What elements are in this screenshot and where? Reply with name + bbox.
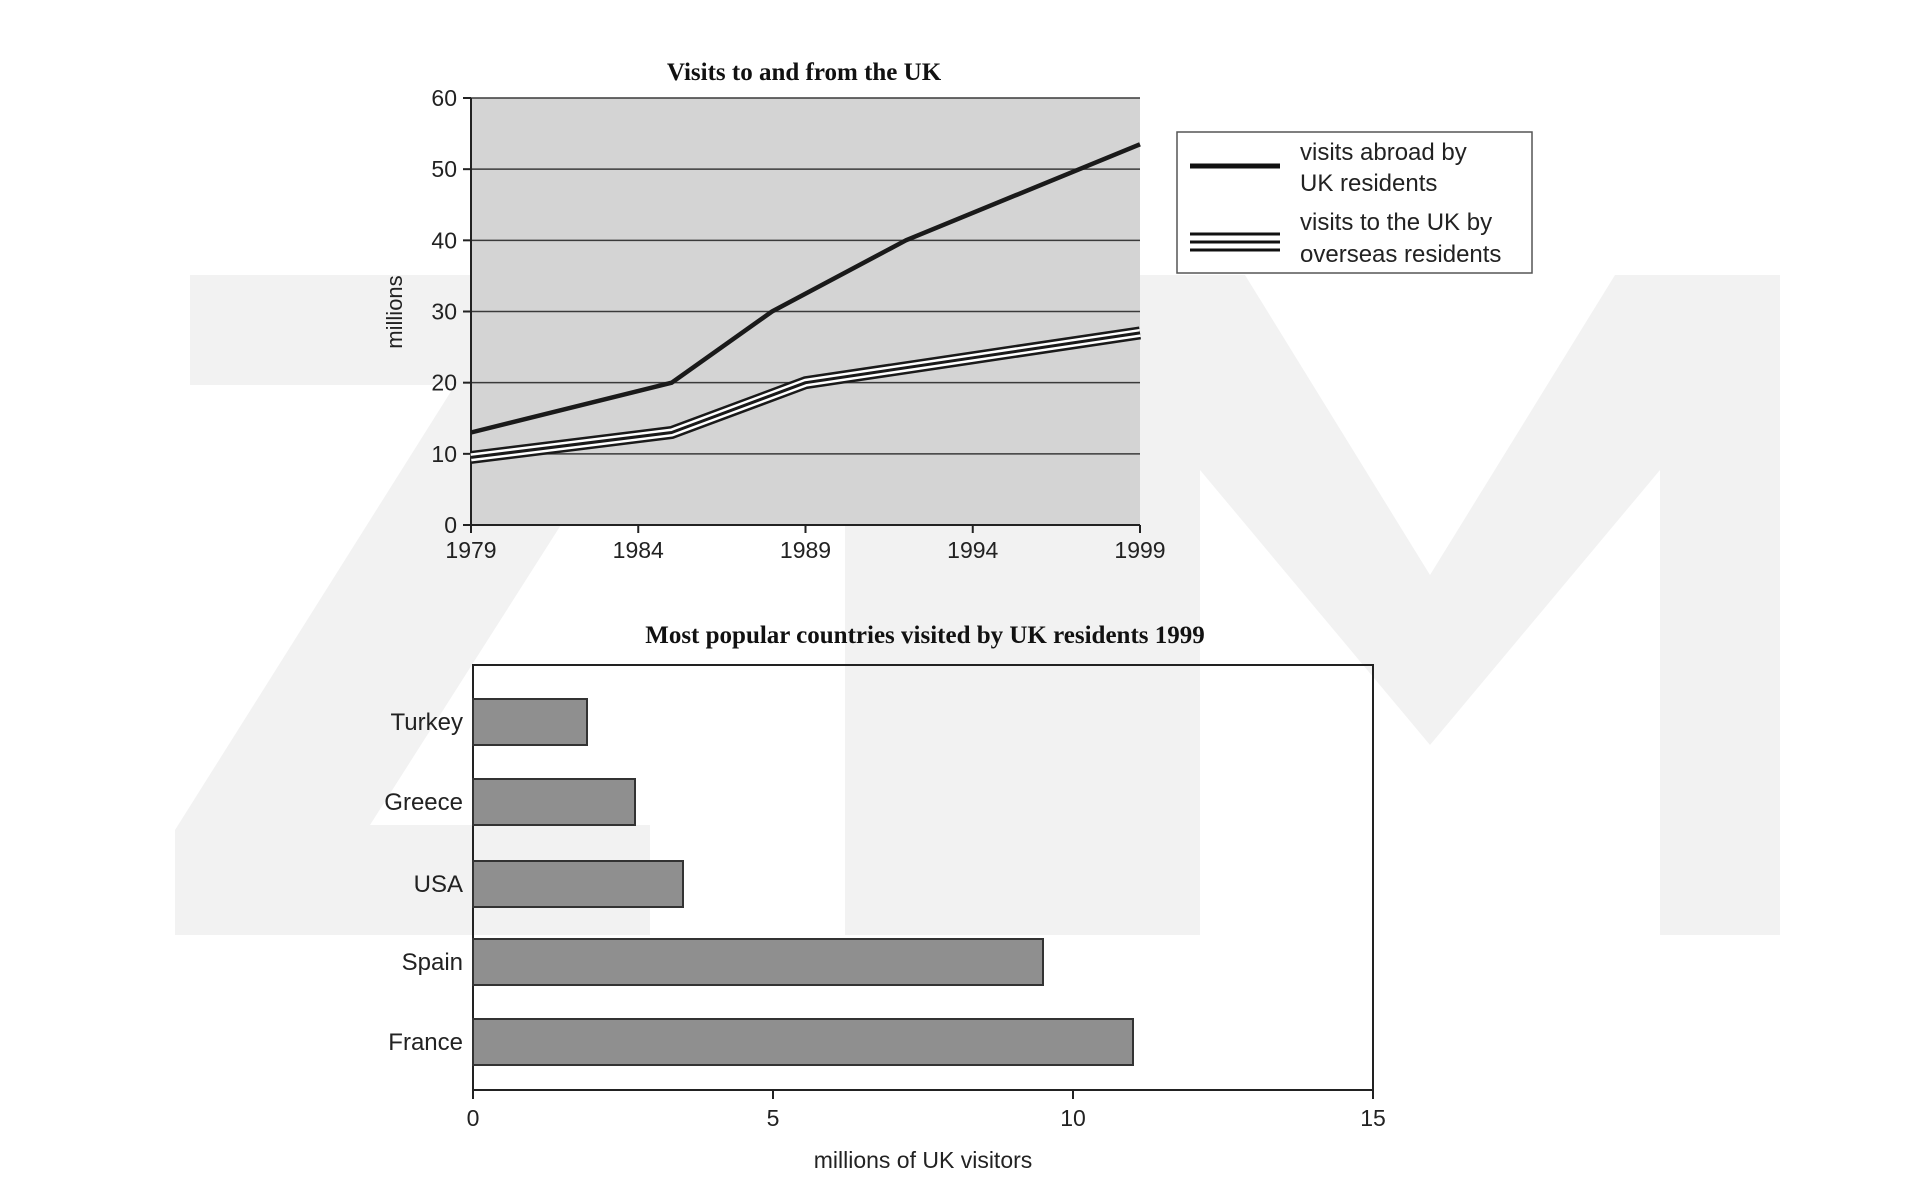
x-tick-label-1984: 1984 [613, 537, 664, 563]
category-label-france: France [388, 1029, 463, 1056]
y-tick-label-60: 60 [431, 85, 457, 111]
series-visits-abroad-line [470, 142, 1141, 435]
bar-turkey [472, 698, 588, 746]
legend-swatch-triple-line [1190, 232, 1280, 252]
y-tick-label-0: 0 [444, 512, 457, 538]
y-tick-label-40: 40 [431, 227, 457, 253]
line-y-axis-label: millions [382, 275, 407, 348]
category-label-greece: Greece [384, 789, 463, 816]
bar-chart-title: Most popular countries visited by UK res… [645, 622, 1205, 649]
y-tick-label-20: 20 [431, 370, 457, 396]
line-series-group [470, 142, 1141, 464]
line-chart-title: Visits to and from the UK [667, 59, 942, 86]
bar-x-tick-label-5: 5 [767, 1105, 780, 1131]
x-tick-label-1979: 1979 [445, 537, 496, 563]
bar-spain [472, 938, 1044, 986]
x-tick-label-1994: 1994 [947, 537, 998, 563]
bar-greece [472, 778, 636, 826]
watermark-letter-m [1080, 275, 1780, 935]
line-legend: visits abroad by UK residents visits to … [1176, 131, 1533, 274]
category-label-usa: USA [414, 871, 463, 898]
y-tick-label-50: 50 [431, 156, 457, 182]
x-tick-label-1989: 1989 [780, 537, 831, 563]
legend-label-visits-to-uk: visits to the UK by overseas residents [1300, 209, 1501, 268]
bar-x-axis-label: millions of UK visitors [814, 1147, 1033, 1173]
bar-x-tick-label-10: 10 [1060, 1105, 1086, 1131]
legend-label-visits-abroad: visits abroad by UK residents [1300, 139, 1473, 197]
x-tick-label-1999: 1999 [1114, 537, 1165, 563]
y-tick-label-10: 10 [431, 441, 457, 467]
category-label-spain: Spain [402, 949, 463, 976]
bar-chart: Most popular countries visited by UK res… [384, 622, 1386, 1173]
category-label-turkey: Turkey [391, 709, 463, 736]
bar-x-tick-label-0: 0 [467, 1105, 480, 1131]
line-y-ticks: 0 10 20 30 40 50 60 [431, 85, 471, 538]
y-tick-label-30: 30 [431, 299, 457, 325]
bar-series-group [472, 698, 1134, 1066]
bar-x-tick-label-15: 15 [1360, 1105, 1386, 1131]
bar-france [472, 1018, 1134, 1066]
series-visits-to-uk-line [470, 331, 1141, 459]
bar-usa [472, 860, 684, 908]
line-x-ticks: 1979 1984 1989 1994 1999 [445, 525, 1166, 563]
bar-category-labels: Turkey Greece USA Spain France [384, 709, 463, 1056]
bar-x-ticks: 0 5 10 15 [467, 1090, 1386, 1131]
line-chart: Visits to and from the UK 0102030405060 … [382, 59, 1533, 563]
